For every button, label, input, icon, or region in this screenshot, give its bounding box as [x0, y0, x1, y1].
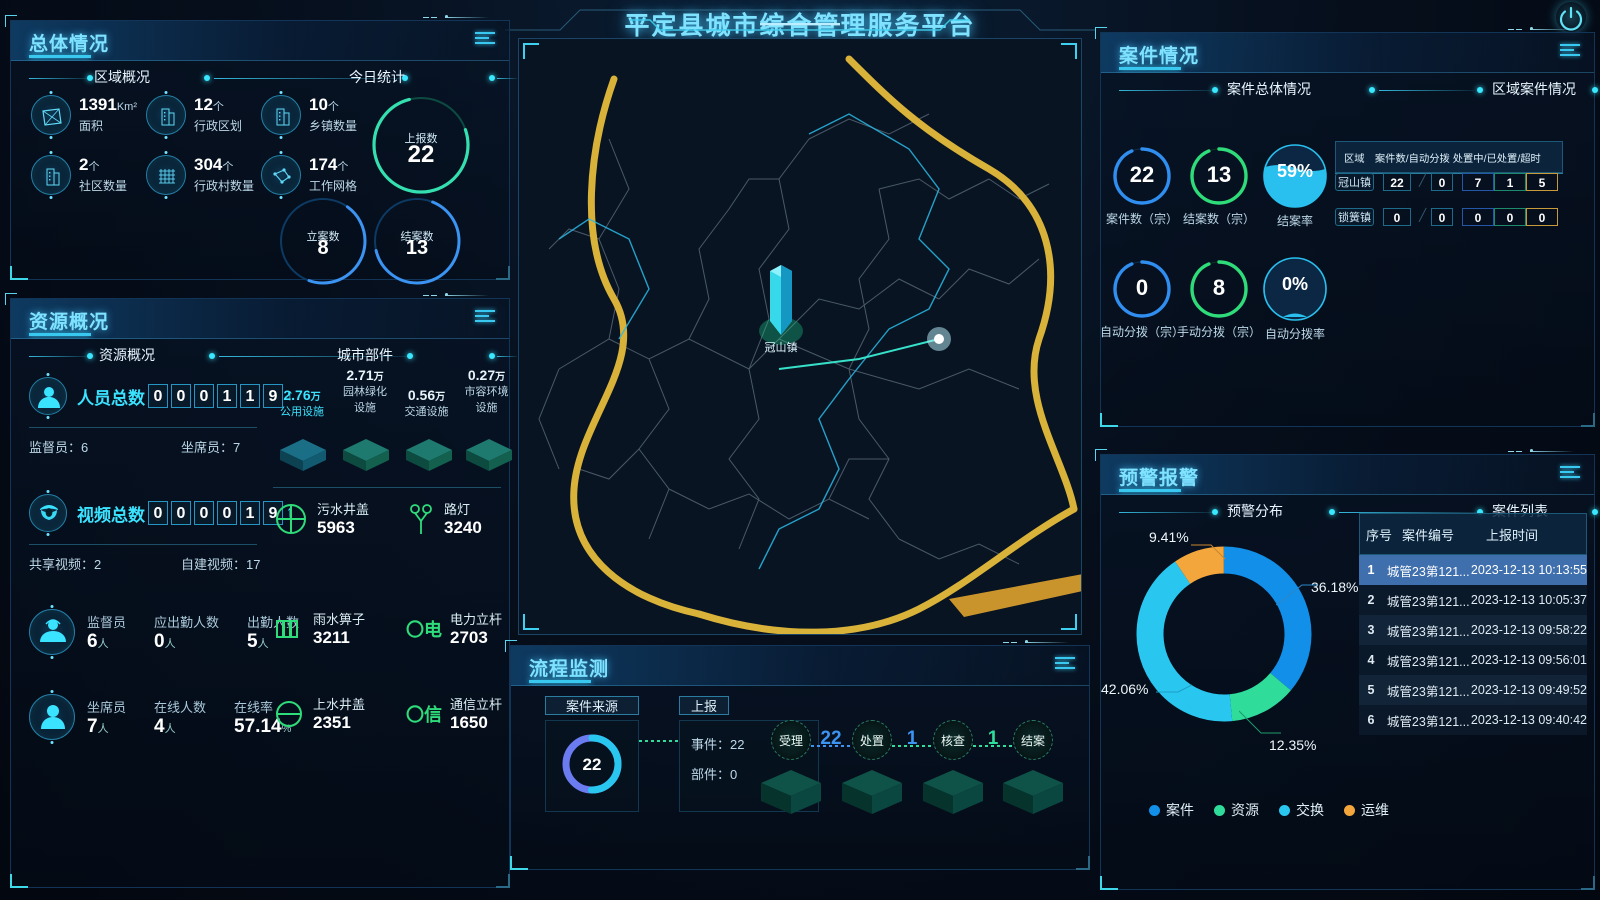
svg-text:冠山镇: 冠山镇 [765, 340, 798, 354]
svg-text:22: 22 [583, 755, 602, 774]
